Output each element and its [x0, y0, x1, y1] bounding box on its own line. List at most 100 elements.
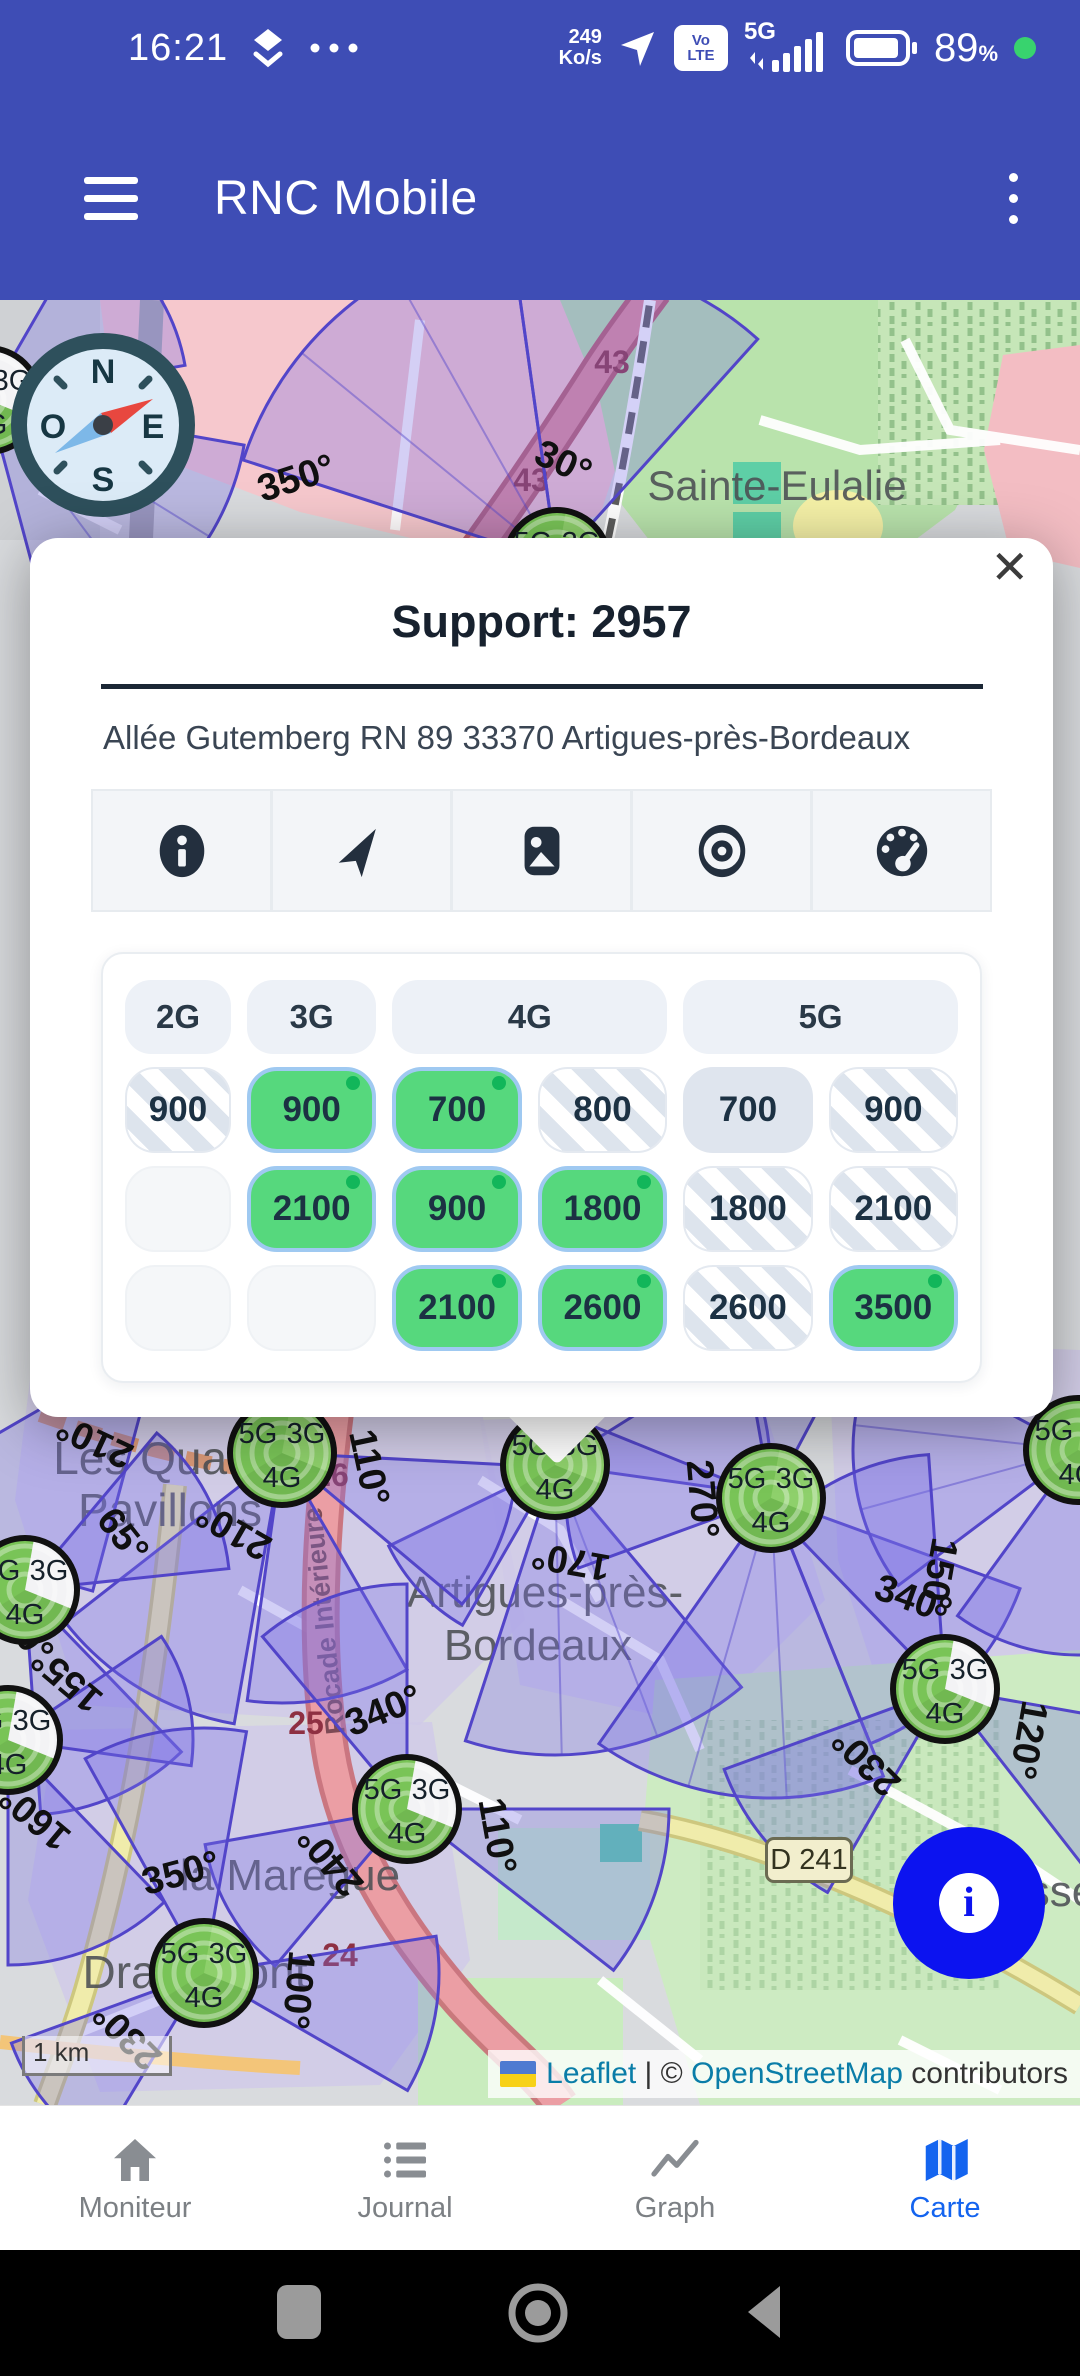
- coverage-sector[interactable]: [83, 1726, 249, 1978]
- compass-icon[interactable]: N E S O: [11, 333, 195, 517]
- coverage-sector[interactable]: [21, 1430, 231, 1592]
- coverage-sector[interactable]: [241, 300, 559, 565]
- nav-item-journal[interactable]: Journal: [270, 2106, 540, 2251]
- list-icon: [384, 2142, 426, 2178]
- signal-strength-icon: 5G: [744, 18, 830, 76]
- site-tech-label: 5G: [1035, 1415, 1074, 1447]
- location-arrow-icon: [620, 32, 654, 66]
- gauge-icon: [876, 825, 927, 876]
- band-chip-2600[interactable]: 2600: [537, 1265, 668, 1351]
- band-chip-2100[interactable]: 2100: [246, 1166, 377, 1252]
- site-tech-label: 3G: [776, 1463, 815, 1495]
- chart-icon: [651, 2139, 699, 2177]
- recents-button[interactable]: [276, 2284, 322, 2340]
- bearing-label: 100°: [274, 1949, 323, 2031]
- overflow-menu-button[interactable]: [1009, 172, 1018, 224]
- ukraine-flag-icon: [500, 2061, 537, 2087]
- app-bar: RNC Mobile: [0, 96, 1080, 300]
- photo-button[interactable]: [453, 791, 630, 910]
- band-header-3g: 3G: [246, 980, 377, 1054]
- band-chip-900[interactable]: 900: [828, 1067, 958, 1153]
- photo-icon: [524, 826, 559, 875]
- coverage-sector[interactable]: [203, 1806, 411, 1969]
- target-icon: [698, 824, 745, 877]
- coverage-sector[interactable]: [955, 1445, 1080, 1657]
- info-button[interactable]: [93, 791, 270, 910]
- leaflet-link[interactable]: Leaflet: [546, 2057, 637, 2090]
- band-chip-700[interactable]: 700: [392, 1067, 522, 1153]
- popup-title: Support: 2957: [391, 596, 692, 647]
- coverage-sector[interactable]: [199, 1934, 441, 2093]
- band-chip-2100[interactable]: 2100: [828, 1166, 958, 1252]
- band-chip-2600[interactable]: 2600: [683, 1265, 813, 1351]
- menu-button[interactable]: [84, 176, 138, 220]
- coverage-sector[interactable]: [386, 1461, 559, 1628]
- band-chip-700[interactable]: 700: [683, 1067, 813, 1153]
- band-chip-empty: [125, 1265, 231, 1351]
- coverage-sector[interactable]: [515, 300, 760, 566]
- close-icon[interactable]: ✕: [990, 541, 1029, 593]
- divider: [100, 684, 983, 689]
- info-fab-button[interactable]: i: [893, 1827, 1045, 1979]
- nav-item-moniteur[interactable]: Moniteur: [0, 2106, 270, 2251]
- site-tech-label: 4G: [0, 409, 7, 441]
- coverage-sector[interactable]: [402, 1807, 671, 1973]
- site-tech-label: 4G: [263, 1462, 302, 1494]
- band-chip-900[interactable]: 900: [392, 1166, 522, 1252]
- site-tech-label: 3G: [287, 1418, 326, 1450]
- band-grid: 2G 3G 4G 5G 900 900 700 800 700 900 2100 900 1800 180…: [125, 980, 958, 1351]
- volte-icon: Vo LTE: [673, 25, 728, 71]
- coverage-sector[interactable]: [260, 1582, 409, 1814]
- fab-i-label: i: [963, 1880, 975, 1926]
- compass-o: O: [40, 408, 66, 446]
- band-chip-empty: [125, 1166, 231, 1252]
- road-label: 43: [594, 344, 630, 380]
- band-chip-1800[interactable]: 1800: [683, 1166, 813, 1252]
- site-tech-label: 5G: [728, 1463, 767, 1495]
- town-label: Sainte-Eulalie: [647, 462, 906, 509]
- network-speed: 249 Ko/s: [558, 26, 602, 69]
- band-chip-800[interactable]: 800: [537, 1067, 668, 1153]
- band-chip-900[interactable]: 900: [246, 1067, 377, 1153]
- back-button[interactable]: [744, 2284, 784, 2340]
- band-chip-empty: [246, 1265, 377, 1351]
- home-button[interactable]: [505, 2280, 571, 2346]
- coverage-sector[interactable]: [245, 1448, 410, 1705]
- road-label: 24: [322, 1937, 358, 1973]
- map-canvas[interactable]: Sainte-EulalieLes QuatrePavillonsArtigue…: [0, 300, 1080, 2105]
- android-nav-bar: [0, 2250, 1080, 2376]
- site-tech-label: 5G: [0, 1705, 3, 1737]
- band-chip-900[interactable]: 900: [125, 1067, 231, 1153]
- target-button[interactable]: [633, 791, 810, 910]
- compass-n: N: [91, 353, 116, 391]
- nav-item-graph[interactable]: Graph: [540, 2106, 810, 2251]
- site-tech-label: 5G: [902, 1654, 941, 1686]
- nav-item-carte[interactable]: Carte: [810, 2106, 1080, 2251]
- site-address: Allée Gutemberg RN 89 33370 Artigues-prè…: [103, 719, 911, 756]
- compass-e: E: [142, 408, 165, 446]
- site-tech-label: 3G: [209, 1938, 248, 1970]
- site-tech-label: 4G: [6, 1599, 45, 1631]
- coverage-sector[interactable]: [63, 1449, 285, 1726]
- band-chip-2100[interactable]: 2100: [392, 1265, 522, 1351]
- band-chip-3500[interactable]: 3500: [828, 1265, 958, 1351]
- osm-link[interactable]: OpenStreetMap: [691, 2057, 903, 2090]
- band-header-2g: 2G: [125, 980, 231, 1054]
- coverage-sector[interactable]: [6, 1736, 167, 1967]
- navigate-button[interactable]: [273, 791, 450, 910]
- support-popup: ✕ Support: 2957 Allée Gutemberg RN 89 33…: [30, 538, 1053, 1417]
- bands-card: 2G 3G 4G 5G 900 900 700 800 700 900 2100 900 1800 180…: [101, 952, 982, 1383]
- band-chip-1800[interactable]: 1800: [537, 1166, 668, 1252]
- bottom-navigation: Moniteur Journal Graph Carte: [0, 2105, 1080, 2251]
- gauge-button[interactable]: [813, 791, 990, 910]
- coverage-sector[interactable]: [941, 1686, 1080, 1874]
- attribution-separator: | ©: [636, 2057, 692, 2090]
